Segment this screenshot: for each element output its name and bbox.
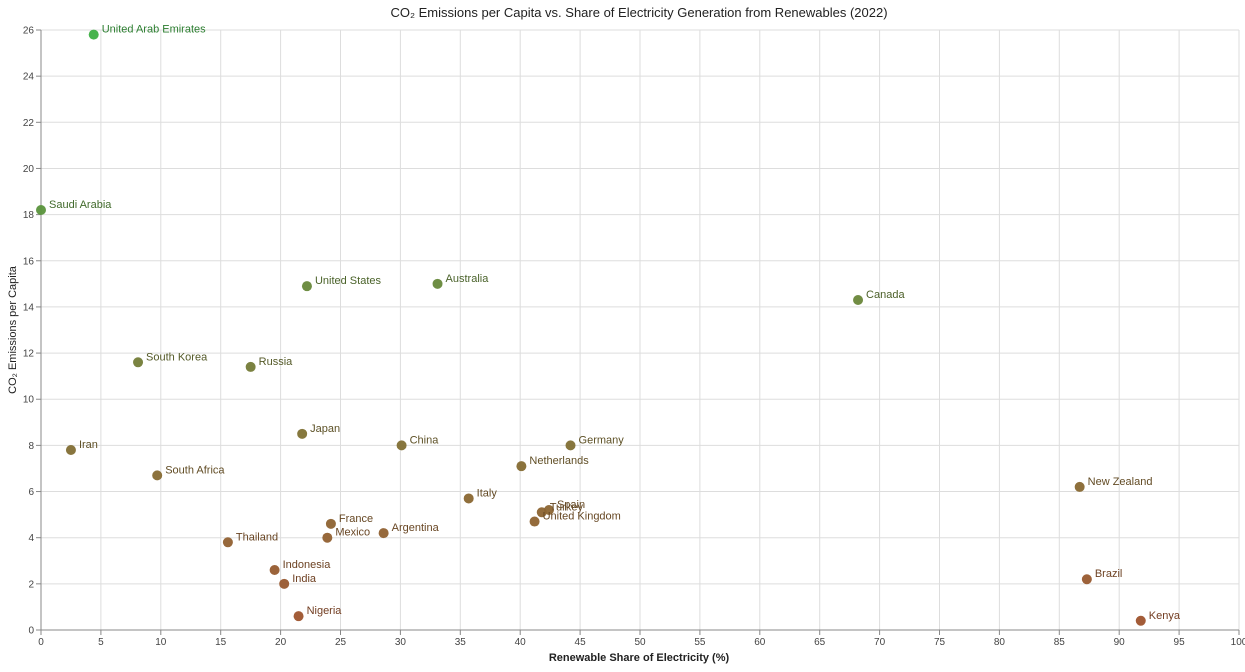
label-turkey: Turkey: [550, 501, 584, 513]
point-thailand[interactable]: [222, 537, 233, 548]
x-tick-label: 20: [275, 637, 287, 648]
point-mexico[interactable]: [322, 532, 333, 543]
label-germany: Germany: [579, 434, 625, 446]
axes: 0 5 10 15 20 25 30 35 40 45 50 55 60 65 70 75 80 85 90 95 10…: [23, 26, 1245, 649]
point-india[interactable]: [279, 578, 290, 589]
point-netherlands[interactable]: [516, 461, 527, 472]
label-kenya: Kenya: [1149, 610, 1181, 622]
y-axis-title: CO₂ Emissions per Capita: [7, 265, 19, 394]
label-south-korea: South Korea: [146, 351, 208, 363]
point-saudi-arabia[interactable]: [36, 205, 46, 215]
x-tick-label: 55: [694, 637, 706, 648]
y-tick-label: 6: [28, 487, 34, 498]
label-mexico: Mexico: [335, 527, 370, 539]
point-italy[interactable]: [463, 493, 474, 504]
point-new-zealand[interactable]: [1074, 481, 1085, 492]
chart-title: CO₂ Emissions per Capita vs. Share of El…: [390, 5, 887, 20]
point-nigeria[interactable]: [293, 611, 304, 622]
point-south-africa[interactable]: [152, 470, 163, 481]
x-tick-label: 75: [934, 637, 946, 648]
label-thailand: Thailand: [236, 531, 278, 543]
x-tick-label: 45: [575, 637, 587, 648]
x-tick-label: 30: [395, 637, 407, 648]
x-tick-label: 5: [98, 637, 104, 648]
y-tick-label: 16: [23, 256, 35, 267]
x-tick-label: 65: [814, 637, 826, 648]
label-india: India: [292, 573, 317, 585]
y-tick-label: 2: [28, 579, 34, 590]
x-tick-label: 10: [155, 637, 167, 648]
grid: [40, 29, 1240, 631]
y-tick-label: 26: [23, 26, 35, 37]
y-tick-label: 12: [23, 349, 35, 360]
point-china[interactable]: [396, 440, 407, 451]
label-france: France: [339, 513, 373, 525]
label-indonesia: Indonesia: [283, 559, 332, 571]
point-canada[interactable]: [853, 295, 864, 305]
y-tick-label: 20: [23, 164, 35, 175]
y-tick-label: 0: [28, 626, 34, 637]
x-tick-label: 85: [1054, 637, 1066, 648]
label-united-arab-emirates: United Arab Emirates: [102, 24, 206, 36]
label-argentina: Argentina: [392, 522, 440, 534]
point-south-korea[interactable]: [133, 357, 144, 368]
label-united-states: United States: [315, 275, 382, 287]
point-australia[interactable]: [432, 278, 443, 289]
point-labels: United Arab Emirates Saudi Arabia United S…: [49, 24, 1181, 622]
y-tick-label: 24: [23, 72, 35, 83]
point-united-states[interactable]: [301, 281, 312, 292]
point-spain[interactable]: [543, 505, 554, 515]
x-tick-label: 100: [1231, 637, 1245, 648]
label-netherlands: Netherlands: [529, 455, 589, 467]
y-tick-label: 8: [28, 441, 34, 452]
point-kenya[interactable]: [1135, 615, 1146, 626]
label-canada: Canada: [866, 289, 905, 301]
point-united-arab-emirates[interactable]: [88, 29, 99, 40]
point-iran[interactable]: [65, 445, 76, 455]
x-tick-label: 50: [634, 637, 646, 648]
y-tick-label: 18: [23, 210, 35, 221]
label-south-africa: South Africa: [165, 464, 225, 476]
x-tick-label: 25: [335, 637, 347, 648]
y-tick-label: 14: [23, 302, 35, 313]
y-tick-label: 22: [23, 118, 35, 129]
point-france[interactable]: [325, 518, 336, 529]
label-united-kingdom: United Kingdom: [543, 511, 621, 523]
point-russia[interactable]: [245, 361, 256, 372]
point-brazil[interactable]: [1081, 574, 1092, 585]
x-axis-title: Renewable Share of Electricity (%): [549, 652, 730, 664]
label-brazil: Brazil: [1095, 568, 1123, 580]
label-nigeria: Nigeria: [307, 605, 343, 617]
label-iran: Iran: [79, 439, 98, 451]
point-japan[interactable]: [297, 428, 308, 439]
y-tick-label: 4: [28, 533, 34, 544]
label-saudi-arabia: Saudi Arabia: [49, 199, 112, 211]
x-tick-label: 95: [1174, 637, 1186, 648]
x-tick-label: 40: [515, 637, 527, 648]
label-spain: Spain: [557, 499, 585, 511]
label-china: China: [410, 434, 440, 446]
x-tick-label: 60: [754, 637, 766, 648]
point-united-kingdom[interactable]: [529, 516, 540, 527]
data-points: [36, 29, 1146, 626]
point-indonesia[interactable]: [269, 565, 280, 575]
x-tick-label: 80: [994, 637, 1006, 648]
point-argentina[interactable]: [378, 528, 389, 539]
label-australia: Australia: [446, 273, 490, 285]
x-tick-label: 70: [874, 637, 886, 648]
label-japan: Japan: [310, 423, 340, 435]
point-germany[interactable]: [565, 440, 576, 451]
label-russia: Russia: [259, 356, 294, 368]
label-new-zealand: New Zealand: [1088, 476, 1153, 488]
y-tick-label: 10: [23, 395, 35, 406]
x-tick-label: 0: [38, 637, 44, 648]
x-tick-label: 15: [215, 637, 227, 648]
label-italy: Italy: [477, 487, 498, 499]
x-tick-label: 35: [455, 637, 467, 648]
x-tick-label: 90: [1114, 637, 1126, 648]
